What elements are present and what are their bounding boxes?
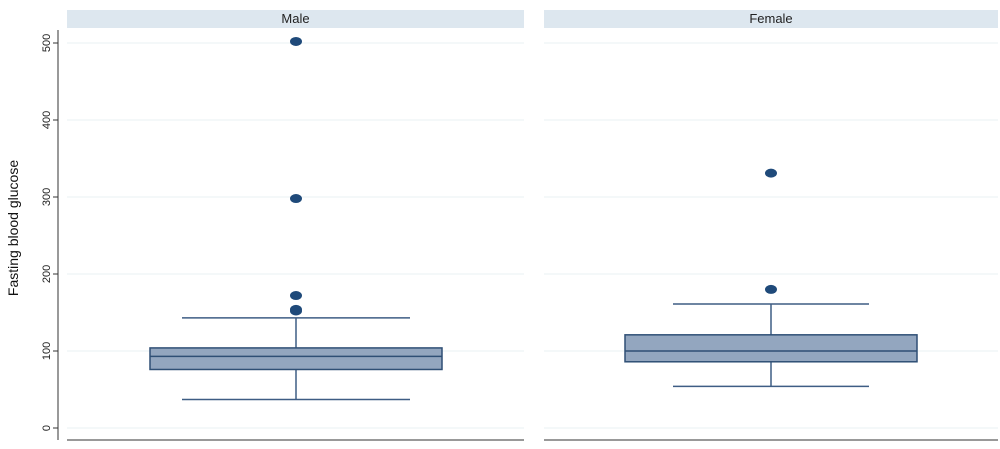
iqr-box	[149, 347, 443, 371]
outlier-point	[290, 36, 302, 46]
outlier-point	[290, 194, 302, 204]
panel-strip	[67, 10, 524, 28]
outlier-point	[765, 168, 777, 178]
y-tick-label: 500	[41, 34, 53, 52]
y-tick-label: 200	[41, 265, 53, 283]
panel-strip	[544, 10, 998, 28]
y-axis-title: Fasting blood glucose	[5, 160, 21, 296]
y-axis: 0 100 200 300 400 500	[41, 30, 59, 440]
grid-layer	[67, 42, 998, 429]
panel-title: Male	[281, 11, 309, 26]
y-tick-label: 0	[41, 425, 53, 431]
y-tick-label: 300	[41, 188, 53, 206]
outlier-point	[290, 291, 302, 301]
iqr-box	[624, 334, 918, 363]
outlier-point	[765, 284, 777, 294]
panel-title: Female	[749, 11, 792, 26]
data-layer	[149, 36, 918, 401]
y-tick-label: 400	[41, 111, 53, 129]
panel-frames: Male Female	[67, 10, 998, 441]
outlier-point	[290, 304, 302, 314]
y-tick-label: 100	[41, 342, 53, 360]
